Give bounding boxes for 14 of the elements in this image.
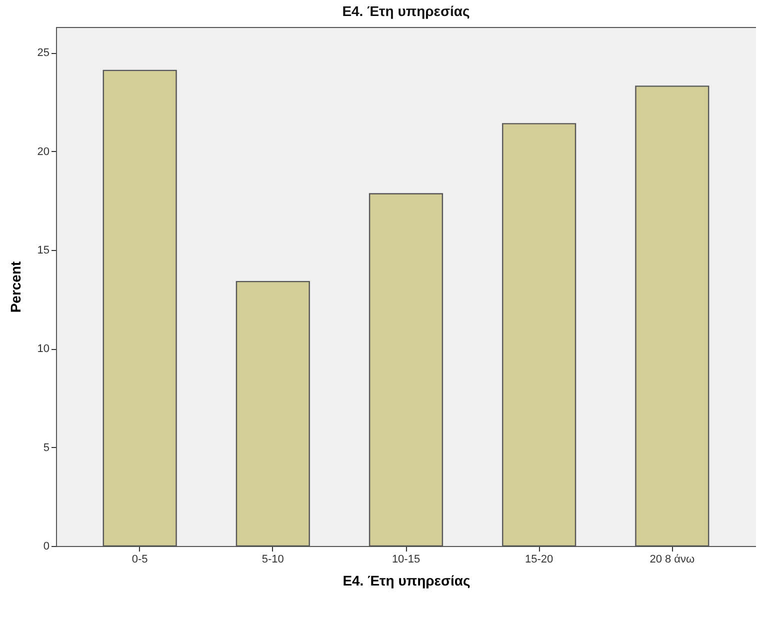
x-tick-label: 0-5 [132, 554, 148, 566]
x-tick-label: 5-10 [262, 554, 284, 566]
y-tick-label: 5 [43, 442, 50, 454]
x-tick-label: 10-15 [392, 554, 420, 566]
y-tick-label: 20 [37, 146, 50, 158]
x-tick-label: 20 8 άνω [650, 554, 696, 566]
y-tick-label: 0 [43, 540, 50, 552]
y-tick-label: 15 [37, 244, 50, 256]
chart-title: E4. Έτη υπηρεσίας [342, 3, 470, 19]
y-tick-label: 25 [37, 47, 50, 60]
x-tick-label: 15-20 [525, 554, 554, 566]
y-tick-label: 10 [37, 343, 50, 356]
y-axis-title: Percent [7, 260, 24, 313]
x-axis-title: E4. Έτη υπηρεσίας [342, 572, 470, 588]
